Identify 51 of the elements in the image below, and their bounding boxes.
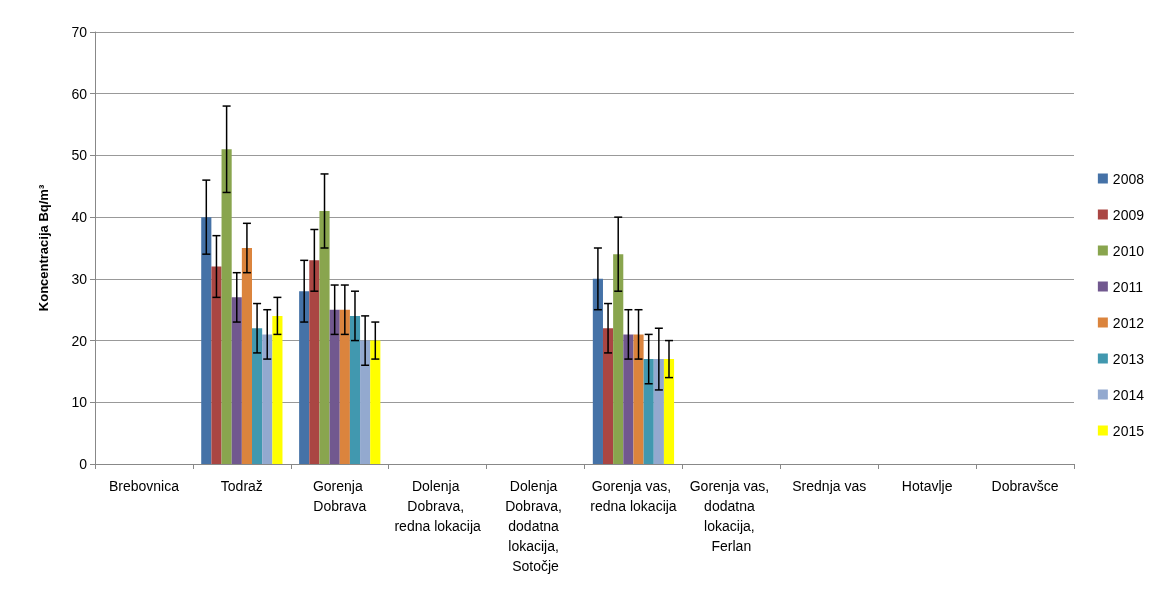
y-tick-label: 70: [71, 24, 88, 40]
y-tick-label: 10: [71, 394, 88, 411]
bar: [319, 210, 330, 464]
legend-label: 2015: [1112, 422, 1145, 439]
bar: [221, 149, 232, 464]
x-tick-label: Hotavlje: [901, 478, 953, 494]
y-tick-label: 20: [71, 332, 88, 349]
legend-label: 2009: [1112, 206, 1145, 223]
x-tick-label: Srednja vas: [792, 478, 867, 494]
bar: [592, 278, 603, 464]
x-tick-label: Gorenja vas, dodatna lokacija, Ferlan: [689, 478, 773, 554]
bar: [272, 315, 283, 464]
legend-label: 2013: [1112, 350, 1145, 367]
legend-label: 2008: [1112, 170, 1145, 187]
x-tick-label: Gorenja vas, redna lokacija: [590, 478, 677, 514]
x-tick-label: Todraž: [220, 478, 263, 494]
bar: [231, 297, 242, 464]
bar: [211, 266, 222, 464]
y-axis-title: Koncentracija Bq/m³: [36, 184, 51, 312]
bar: [360, 340, 371, 464]
x-tick-label: Dolenja Dobrava, dodatna lokacija, Sotočje: [505, 478, 566, 574]
y-tick-label: 30: [71, 270, 88, 287]
x-tick-label: Brebovnica: [108, 478, 180, 494]
bar: [623, 334, 634, 464]
y-tick-label: 0: [79, 456, 88, 472]
bar: [262, 334, 273, 464]
legend-label: 2014: [1112, 386, 1145, 403]
x-tick-label: Dobravšce: [991, 478, 1059, 494]
x-tick-label: Dolenja Dobrava, redna lokacija: [394, 478, 482, 534]
bar: [241, 248, 253, 464]
y-tick-label: 60: [71, 85, 88, 102]
legend-label: 2010: [1112, 242, 1145, 259]
bar: [653, 359, 664, 464]
bar: [613, 254, 624, 464]
bar: [299, 291, 310, 464]
bar: [633, 334, 644, 464]
bar: [663, 359, 675, 464]
bar: [309, 260, 320, 464]
legend-label: 2011: [1112, 278, 1144, 295]
y-tick-label: 50: [71, 147, 88, 164]
bar: [201, 217, 212, 464]
bar: [349, 315, 361, 464]
bar: [252, 328, 263, 464]
bar: [339, 309, 350, 464]
legend-label: 2012: [1112, 314, 1145, 331]
y-tick-label: 40: [71, 209, 88, 226]
bar: [329, 309, 340, 464]
bar: [370, 340, 381, 464]
x-tick-label: Gorenja Dobrava: [312, 478, 367, 514]
bar: [602, 328, 614, 464]
bar: [643, 359, 654, 464]
